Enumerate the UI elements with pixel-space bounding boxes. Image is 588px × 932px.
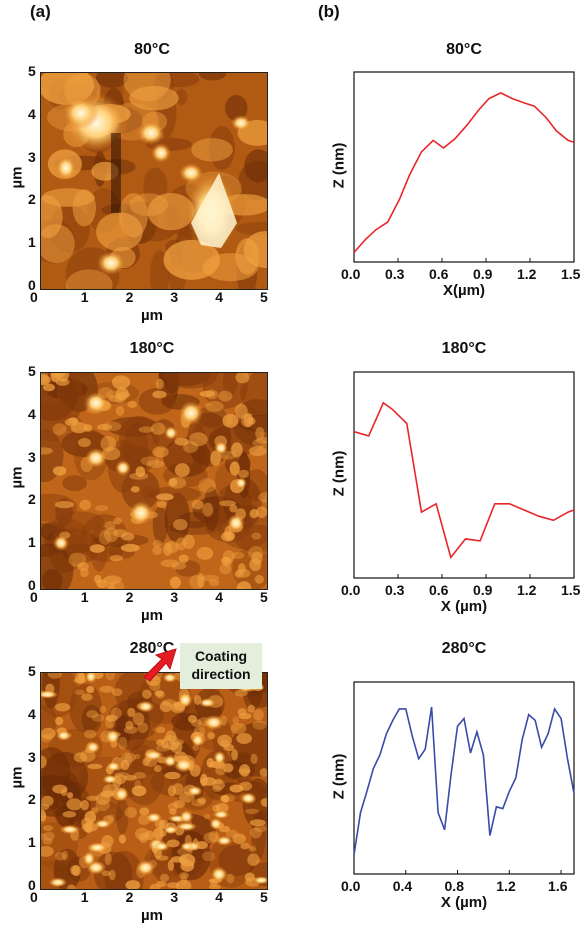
x-tick-label: 0.3: [385, 266, 405, 282]
afm-x-tick-label: 3: [170, 289, 179, 305]
x-tick-label: 1.2: [517, 266, 537, 282]
afm-x-tick-label: 4: [215, 589, 223, 605]
afm-y-tick-label: 0: [28, 877, 36, 893]
profile-title: 180°C: [441, 340, 487, 357]
plot-frame: [353, 71, 575, 263]
afm-x-tick-label: 5: [260, 289, 268, 305]
afm-x-tick-label: 1: [80, 289, 89, 305]
x-tick-label: 1.6: [548, 878, 568, 894]
plot-frame: [353, 681, 575, 875]
afm-y-tick-label: 1: [28, 234, 36, 251]
afm-y-tick-label: 3: [28, 448, 36, 465]
coating-label-line2: direction: [191, 666, 251, 682]
profile-series-line: [353, 706, 575, 855]
afm-image-frame: [40, 672, 268, 890]
afm-y-tick-label: 5: [28, 663, 36, 679]
afm-y-tick-label: 0: [28, 577, 36, 593]
afm-x-axis-label: µm: [141, 607, 163, 624]
afm-title: 80°C: [134, 41, 170, 58]
plot-frame: [353, 371, 575, 579]
profile-series-line: [353, 401, 575, 560]
afm-x-tick-label: 0: [30, 589, 38, 605]
afm-y-tick-label: 5: [28, 363, 36, 379]
afm-height-map: [41, 373, 267, 589]
panel-label-b: (b): [318, 2, 340, 21]
x-tick-label: 0.4: [392, 878, 413, 894]
afm-x-axis-label: µm: [141, 907, 163, 924]
x-tick-label: 0.3: [385, 582, 405, 598]
profile-title: 80°C: [446, 41, 482, 58]
afm-x-axis-label: µm: [141, 307, 163, 324]
y-axis-label: Z (nm): [330, 753, 348, 800]
afm-x-tick-label: 5: [260, 589, 268, 605]
afm-y-tick-label: 0: [28, 277, 36, 293]
coating-arrow-icon: [143, 648, 177, 682]
afm-y-tick-label: 1: [28, 834, 36, 851]
afm-title: 180°C: [129, 340, 175, 357]
x-axis-label: X(µm): [443, 282, 485, 299]
x-tick-label: 1.2: [496, 878, 516, 894]
afm-x-tick-label: 2: [125, 889, 134, 905]
afm-x-tick-label: 4: [215, 889, 223, 905]
afm-height-map: [41, 673, 267, 889]
afm-y-tick-label: 2: [28, 191, 36, 208]
afm-y-tick-label: 1: [28, 534, 36, 551]
profile-series-line: [353, 92, 575, 254]
x-tick-label: 0.0: [341, 878, 361, 894]
x-tick-label: 0.0: [341, 582, 361, 598]
x-tick-label: 0.8: [444, 878, 464, 894]
afm-height-map: [41, 73, 267, 289]
afm-image-frame: [40, 72, 268, 290]
afm-y-tick-label: 5: [28, 63, 36, 79]
panel-label-a: (a): [30, 2, 51, 21]
afm-x-tick-label: 1: [80, 589, 89, 605]
afm-y-tick-label: 2: [28, 791, 36, 808]
afm-x-tick-label: 2: [125, 289, 134, 305]
afm-y-tick-label: 2: [28, 491, 36, 508]
afm-x-tick-label: 4: [215, 289, 223, 305]
x-tick-label: 1.2: [517, 582, 537, 598]
coating-direction-label: Coating direction: [180, 643, 262, 689]
afm-image-frame: [40, 372, 268, 590]
profile-title: 280°C: [441, 640, 487, 657]
coating-label-line1: Coating: [194, 648, 248, 664]
x-axis-label: X (µm): [440, 598, 488, 615]
afm-y-tick-label: 4: [28, 105, 36, 122]
x-tick-label: 0.0: [341, 266, 361, 282]
x-tick-label: 0.6: [429, 582, 449, 598]
afm-x-tick-label: 5: [260, 889, 268, 905]
x-tick-label: 1.5: [561, 582, 581, 598]
afm-x-tick-label: 0: [30, 889, 38, 905]
x-axis-label: X (µm): [440, 894, 488, 911]
afm-x-tick-label: 2: [125, 589, 134, 605]
x-tick-label: 0.6: [429, 266, 449, 282]
x-tick-label: 0.9: [473, 266, 493, 282]
afm-x-tick-label: 1: [80, 889, 89, 905]
afm-x-tick-label: 0: [30, 289, 38, 305]
afm-y-tick-label: 4: [28, 705, 36, 722]
x-tick-label: 1.5: [561, 266, 581, 282]
x-tick-label: 0.9: [473, 582, 493, 598]
afm-y-tick-label: 3: [28, 748, 36, 765]
afm-x-tick-label: 3: [170, 589, 179, 605]
afm-x-tick-label: 3: [170, 889, 179, 905]
afm-y-tick-label: 3: [28, 148, 36, 165]
afm-y-tick-label: 4: [28, 405, 36, 422]
